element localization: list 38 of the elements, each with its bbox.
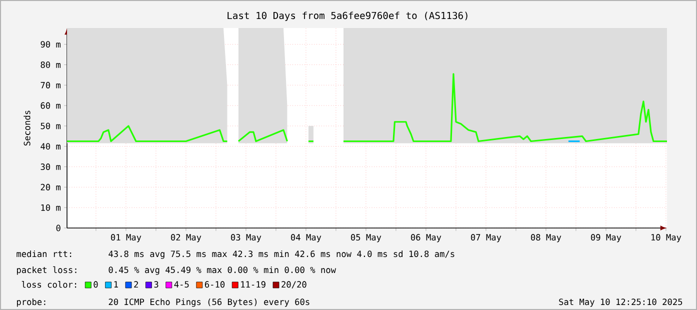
x-tick-label: 04 May — [290, 234, 322, 242]
legend-label: 6-10 — [204, 281, 225, 288]
text: 43.8 ms avg 75.5 ms max 42.3 ms min 42.6 ms now 4.0 ms sd 10.8 am/s — [108, 250, 454, 259]
y-tick-label: 20 m — [40, 184, 61, 190]
text: 20 ICMP Echo Pings (56 Bytes) every 60s — [108, 298, 310, 307]
y-tick-label: 70 m — [40, 82, 61, 88]
legend-label: 2 — [134, 281, 138, 288]
legend-label: 3 — [154, 281, 158, 288]
text: packet loss: — [17, 266, 76, 275]
x-tick-label: 06 May — [410, 234, 442, 242]
y-tick-label: 60 m — [40, 102, 61, 109]
legend-label: 4-5 — [174, 281, 189, 288]
text: probe: — [17, 298, 46, 307]
text: Sat May 10 12:25:10 2025 — [559, 298, 682, 307]
text: median rtt: — [16, 250, 72, 258]
y-tick-label: 30 m — [40, 164, 61, 170]
legend-label: 20/20 — [282, 281, 306, 288]
x-tick-label: 08 May — [530, 234, 562, 242]
x-tick-label: 09 May — [590, 234, 622, 242]
y-tick-label: 0 — [56, 224, 60, 232]
text: 0.45 % avg 45.49 % max 0.00 % min 0.00 % now — [108, 266, 336, 275]
x-tick-label: 02 May — [170, 234, 202, 242]
y-axis-title: Seconds — [24, 110, 30, 146]
y-tick-label: 40 m — [40, 143, 61, 150]
chart-title: Last 10 Days from 5a6fee9760ef to (AS1136) — [228, 12, 468, 21]
x-tick-label: 01 May — [111, 234, 142, 242]
legend-label: 0 — [94, 281, 98, 288]
y-tick-label: 90 m — [40, 41, 61, 48]
legend-label: 11-19 — [241, 281, 266, 288]
y-tick-label: 50 m — [40, 122, 61, 130]
y-tick-label: 10 m — [41, 204, 61, 211]
y-tick-label: 80 m — [40, 61, 61, 68]
legend-title: loss color: — [22, 281, 76, 288]
x-tick-label: 07 May — [470, 234, 502, 242]
x-tick-label: 03 May — [230, 234, 262, 242]
x-tick-label: 05 May — [350, 234, 382, 242]
x-tick-label: 10 May — [651, 234, 682, 242]
legend-label: 1 — [114, 281, 118, 288]
